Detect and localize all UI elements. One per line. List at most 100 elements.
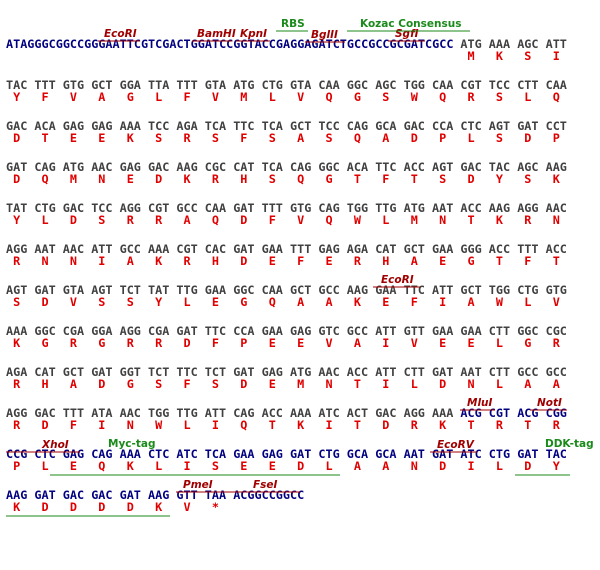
codon: CTT bbox=[489, 365, 510, 379]
amino-acid: D bbox=[42, 295, 49, 309]
amino-acid: D bbox=[13, 172, 20, 186]
amino-acid: L bbox=[42, 459, 49, 473]
codon: GTG bbox=[546, 283, 567, 297]
codon: GGA bbox=[120, 78, 141, 92]
amino-acid: F bbox=[184, 90, 191, 104]
amino-acid: S bbox=[269, 131, 276, 145]
codon: GCC bbox=[120, 242, 141, 256]
codon: ACC bbox=[489, 242, 510, 256]
amino-acid: G bbox=[326, 172, 333, 186]
amino-acid: V bbox=[411, 336, 418, 350]
feature-label: DDK-tag bbox=[545, 438, 594, 450]
codon: CTC bbox=[148, 447, 169, 461]
amino-acid: W bbox=[155, 418, 163, 432]
amino-acid: E bbox=[439, 336, 446, 350]
codon: TTG bbox=[176, 406, 197, 420]
codon: AAT bbox=[404, 447, 425, 461]
codon: AAC bbox=[120, 406, 141, 420]
codon: GAT bbox=[176, 324, 197, 338]
amino-acid: D bbox=[382, 418, 389, 432]
amino-acid: A bbox=[98, 90, 105, 104]
amino-acid: D bbox=[155, 172, 162, 186]
amino-acid: E bbox=[70, 131, 77, 145]
amino-acid: K bbox=[155, 254, 163, 268]
codon: CTG bbox=[489, 447, 510, 461]
amino-acid: L bbox=[326, 459, 333, 473]
codon: CGT bbox=[148, 201, 169, 215]
amino-acid: F bbox=[212, 336, 219, 350]
codon: GTA bbox=[290, 78, 311, 92]
codon: GAT bbox=[233, 201, 254, 215]
amino-acid: S bbox=[269, 172, 276, 186]
amino-acid: I bbox=[382, 336, 389, 350]
amino-acid: E bbox=[70, 459, 77, 473]
codon: CAG bbox=[91, 447, 112, 461]
amino-acid: K bbox=[496, 49, 504, 63]
codon: AAG bbox=[546, 160, 567, 174]
codon: TGG bbox=[347, 201, 368, 215]
feature-label: Kozac Consensus bbox=[360, 18, 461, 30]
amino-acid: D bbox=[13, 131, 20, 145]
codon: AAA bbox=[6, 324, 27, 338]
codon: TTT bbox=[34, 78, 55, 92]
codon: GTG bbox=[63, 78, 84, 92]
amino-acid: N bbox=[326, 377, 333, 391]
amino-acid: E bbox=[98, 131, 105, 145]
codon: GAG bbox=[318, 242, 339, 256]
codon: TGG bbox=[148, 406, 169, 420]
codon: AGT bbox=[489, 119, 510, 133]
codon: AAA bbox=[290, 406, 311, 420]
amino-acid: F bbox=[297, 254, 304, 268]
codon: GCC bbox=[546, 365, 567, 379]
codon: GAA bbox=[432, 324, 453, 338]
codon: GCC bbox=[517, 365, 538, 379]
codon: GAT bbox=[91, 365, 112, 379]
codon: GAT bbox=[120, 488, 141, 502]
codon: GAC bbox=[91, 488, 112, 502]
amino-acid: I bbox=[184, 459, 191, 473]
codon: GAT bbox=[233, 242, 254, 256]
amino-acid: A bbox=[184, 213, 191, 227]
codon: GAG bbox=[63, 447, 84, 461]
amino-acid: K bbox=[297, 418, 305, 432]
amino-acid: D bbox=[98, 377, 105, 391]
amino-acid: D bbox=[524, 131, 531, 145]
codon: GCA bbox=[375, 119, 396, 133]
amino-acid: E bbox=[269, 459, 276, 473]
codon: GGG bbox=[460, 242, 481, 256]
amino-acid: Y bbox=[13, 213, 21, 227]
codon: TAT bbox=[148, 283, 169, 297]
codon: GAA bbox=[205, 283, 226, 297]
codon: ATA bbox=[91, 406, 112, 420]
codon: CGA bbox=[63, 324, 84, 338]
codon: TTC bbox=[205, 324, 226, 338]
amino-acid: N bbox=[468, 377, 475, 391]
codon: AAC bbox=[546, 201, 567, 215]
amino-acid: I bbox=[326, 418, 333, 432]
amino-acid: D bbox=[184, 336, 191, 350]
codon: GAC bbox=[148, 160, 169, 174]
codon: TTT bbox=[517, 242, 538, 256]
codon: AAC bbox=[63, 242, 84, 256]
amino-acid: Q bbox=[212, 213, 219, 227]
amino-acid: G bbox=[98, 336, 105, 350]
codon: CGC bbox=[205, 160, 226, 174]
amino-acid: A bbox=[127, 254, 134, 268]
restriction-site: EcoRI bbox=[381, 274, 414, 286]
amino-acid: A bbox=[70, 377, 77, 391]
amino-acid: H bbox=[240, 172, 247, 186]
amino-acid: A bbox=[297, 295, 304, 309]
amino-acid: L bbox=[42, 213, 49, 227]
codon: TAC bbox=[546, 447, 567, 461]
codon: TTT bbox=[176, 78, 197, 92]
amino-acid: A bbox=[553, 377, 560, 391]
codon: GAG bbox=[262, 365, 283, 379]
codon: CAA bbox=[318, 78, 339, 92]
amino-acid: A bbox=[411, 254, 418, 268]
amino-acid: D bbox=[240, 254, 247, 268]
amino-acid: H bbox=[382, 254, 389, 268]
amino-acid: S bbox=[212, 377, 219, 391]
codon: ATC bbox=[176, 447, 197, 461]
amino-acid: N bbox=[411, 459, 418, 473]
amino-acid: L bbox=[269, 90, 276, 104]
